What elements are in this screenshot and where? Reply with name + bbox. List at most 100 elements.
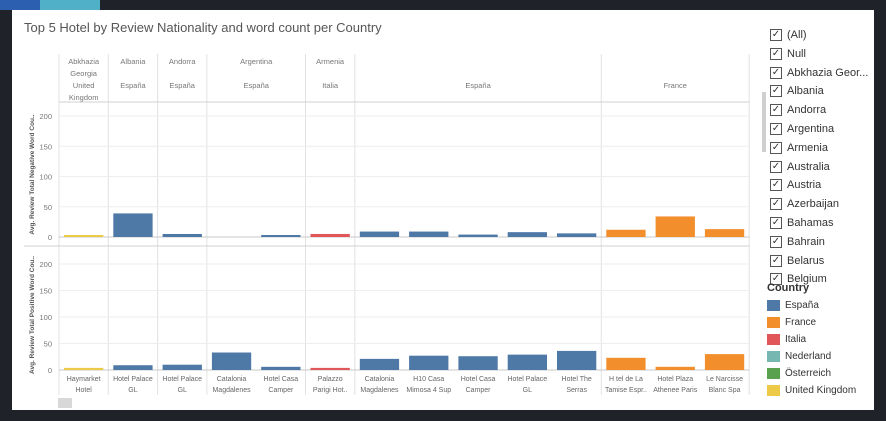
x-tick-label: Blanc Spa <box>709 387 741 394</box>
x-tick-label: Parigi Hot.. <box>313 387 348 394</box>
filter-item[interactable]: ✓ Bahrain <box>770 233 825 251</box>
filter-item[interactable]: ✓ (All) <box>770 26 807 44</box>
filter-item-label: Armenia <box>787 141 828 154</box>
x-tick-label: GL <box>178 387 187 394</box>
bar-pos <box>359 358 400 370</box>
legend-item[interactable]: United Kingdom <box>767 382 874 399</box>
legend-swatch <box>767 300 780 311</box>
checkbox-checked-icon[interactable]: ✓ <box>770 254 782 267</box>
x-tick-label: Le Narcisse <box>706 376 743 383</box>
legend-swatch <box>767 317 780 328</box>
filter-item-label: Belarus <box>787 254 825 267</box>
filter-item[interactable]: ✓ Bahamas <box>770 214 833 232</box>
legend-item[interactable]: Italia <box>767 331 874 348</box>
bar-neg <box>655 216 695 237</box>
x-tick-label: Magdalenes <box>360 387 399 394</box>
nationality-header-label: Argentina <box>240 57 273 66</box>
legend-item[interactable]: France <box>767 314 874 331</box>
filter-item[interactable]: ✓ Azerbaijan <box>770 195 839 213</box>
y-axis-label: Avg. Review Total Negative Word Cou.. <box>29 114 36 234</box>
x-tick-label: GL <box>523 387 532 394</box>
filter-item-label: Austria <box>787 179 822 192</box>
checkbox-checked-icon[interactable]: ✓ <box>770 273 782 286</box>
filter-item-label: Bahrain <box>787 235 825 248</box>
nationality-header-label: Albania <box>120 57 146 66</box>
checkbox-checked-icon[interactable]: ✓ <box>770 160 782 173</box>
filter-item[interactable]: ✓ Australia <box>770 158 830 176</box>
y-axis-label: Avg. Review Total Positive Word Cou.. <box>29 256 36 374</box>
bar-neg <box>310 233 350 237</box>
filter-item[interactable]: ✓ Null <box>770 45 806 63</box>
checkbox-checked-icon[interactable]: ✓ <box>770 123 782 135</box>
checkbox-checked-icon[interactable]: ✓ <box>770 217 782 229</box>
legend-item-label: España <box>785 300 819 311</box>
y-tick-label: 200 <box>39 260 52 269</box>
legend-items: España France Italia Nederland Österreich Uni… <box>767 297 874 399</box>
checkbox-checked-icon[interactable]: ✓ <box>770 29 782 41</box>
bar-pos <box>606 357 646 370</box>
legend-swatch <box>767 351 780 362</box>
nationality-header-label: Armenia <box>316 57 345 66</box>
bar-pos <box>211 352 252 370</box>
checkbox-checked-icon[interactable]: ✓ <box>770 104 782 117</box>
nationality-header-label: Abkhazia <box>68 57 100 66</box>
filter-item[interactable]: ✓ Abkhazia Geor... <box>770 64 868 82</box>
checkbox-checked-icon[interactable]: ✓ <box>770 179 782 192</box>
x-tick-label: Palazzo <box>318 376 343 383</box>
checkbox-checked-icon[interactable]: ✓ <box>770 198 782 211</box>
legend-item-label: Österreich <box>785 368 832 379</box>
decorative-stripe <box>0 0 70 10</box>
x-tick-label: Mimosa 4 Sup <box>406 387 451 394</box>
x-tick-label: Hotel Palace <box>162 376 202 383</box>
legend-item-label: United Kingdom <box>785 385 857 396</box>
filter-item-label: Andorra <box>787 104 827 117</box>
x-tick-label: Athenee Paris <box>653 387 697 394</box>
filter-item-label: Belgium <box>787 273 827 286</box>
filter-item[interactable]: ✓ Argentina <box>770 120 834 138</box>
legend-item-label: Italia <box>785 334 807 345</box>
bar-neg <box>507 232 547 237</box>
nationality-header-label: España <box>465 81 491 90</box>
filter-item[interactable]: ✓ Andorra <box>770 101 826 119</box>
x-tick-label: Hotel Palace <box>507 376 547 383</box>
checkbox-checked-icon[interactable]: ✓ <box>770 85 782 98</box>
bar-neg <box>261 235 301 237</box>
x-tick-label: Haymarket <box>67 376 101 383</box>
x-tick-label: H10 Casa <box>413 376 444 383</box>
checkbox-checked-icon[interactable]: ✓ <box>770 141 782 154</box>
legend-item[interactable]: Nederland <box>767 348 874 365</box>
x-tick-label: Tamise Espr.. <box>605 387 647 394</box>
y-tick-label: 200 <box>39 112 52 121</box>
checkbox-checked-icon[interactable]: ✓ <box>770 66 782 79</box>
y-tick-label: 150 <box>39 142 52 151</box>
legend-swatch <box>767 368 780 379</box>
bar-pos <box>310 367 350 370</box>
legend-item[interactable]: Österreich <box>767 365 874 382</box>
filter-item-label: Bahamas <box>787 217 834 229</box>
bar-pos <box>409 355 449 370</box>
x-tick-label: Hotel <box>75 387 92 394</box>
x-tick-label: Hotel The <box>562 376 592 383</box>
filter-item[interactable]: ✓ Belgium <box>770 270 827 286</box>
filter-item[interactable]: ✓ Albania <box>770 82 824 100</box>
checkbox-checked-icon[interactable]: ✓ <box>770 235 782 248</box>
filter-item[interactable]: ✓ Armenia <box>770 139 828 157</box>
bar-pos <box>458 356 498 370</box>
x-tick-label: GL <box>128 387 137 394</box>
filter-item-label: Null <box>787 47 806 60</box>
legend-item[interactable]: España <box>767 297 874 314</box>
x-tick-label: Camper <box>268 387 294 394</box>
bar-pos <box>113 365 153 370</box>
filter-item[interactable]: ✓ Belarus <box>770 252 824 270</box>
legend-item-label: France <box>785 317 817 328</box>
filter-item[interactable]: ✓ Austria <box>770 176 821 194</box>
filter-item-label: Azerbaijan <box>787 198 839 211</box>
y-tick-label: 0 <box>48 233 52 242</box>
x-tick-label: Hotel Casa <box>264 376 299 383</box>
nationality-header-label: España <box>120 81 146 90</box>
vertical-scrollbar-thumb[interactable] <box>762 92 766 152</box>
horizontal-scrollbar-thumb[interactable] <box>58 398 72 408</box>
legend-swatch <box>767 334 780 345</box>
x-tick-label: Serras <box>566 387 587 394</box>
checkbox-checked-icon[interactable]: ✓ <box>770 47 782 60</box>
